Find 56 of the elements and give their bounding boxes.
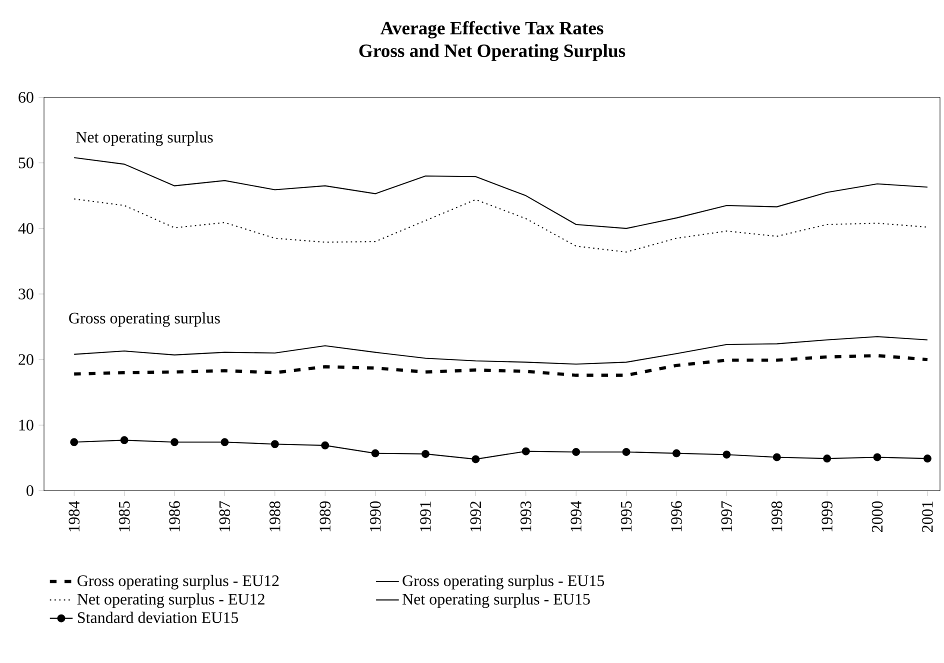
legend-label: Net operating surplus - EU15 bbox=[402, 594, 590, 608]
legend-label: Net operating surplus - EU12 bbox=[77, 594, 264, 608]
x-tick-label: 1986 bbox=[169, 501, 180, 532]
point bbox=[823, 454, 832, 463]
line-series bbox=[74, 157, 928, 230]
x-tick-label: 2000 bbox=[872, 501, 883, 532]
x-tick-label: 1998 bbox=[771, 501, 782, 532]
x-tick-label: 1997 bbox=[721, 501, 732, 532]
y-tick-label: 20 bbox=[18, 354, 34, 366]
x-tick-label: 1988 bbox=[270, 501, 280, 532]
point bbox=[622, 448, 630, 456]
x-tick-label: 1984 bbox=[68, 501, 80, 532]
legend-label: Gross operating surplus - EU15 bbox=[402, 575, 604, 590]
line-series bbox=[74, 198, 928, 253]
x-tick-label: 2001 bbox=[922, 502, 933, 532]
x-tick-label: 1999 bbox=[822, 502, 832, 532]
chart-subtitle: Gross and Net Operating Surplus bbox=[359, 44, 626, 62]
point bbox=[120, 436, 128, 444]
point bbox=[220, 438, 229, 446]
x-tick-label: 1994 bbox=[570, 501, 582, 532]
y-tick-label: 0 bbox=[26, 485, 34, 496]
y-tick-label: 50 bbox=[18, 158, 34, 168]
point bbox=[873, 453, 882, 462]
x-tick-label: 1985 bbox=[118, 501, 130, 532]
legend-label: Standard deviation EU15 bbox=[78, 612, 238, 624]
point bbox=[572, 448, 580, 456]
x-tick-label: 1992 bbox=[470, 502, 482, 532]
annotation: Gross operating surplus bbox=[69, 312, 220, 328]
point bbox=[672, 449, 680, 458]
x-tick-label: 1993 bbox=[520, 501, 532, 532]
y-tick-label: 30 bbox=[18, 288, 34, 300]
point bbox=[472, 455, 480, 464]
annotation: Net operating surplus bbox=[76, 132, 213, 146]
point bbox=[923, 454, 932, 463]
line-series bbox=[72, 354, 930, 378]
x-tick-label: 1990 bbox=[370, 501, 381, 532]
x-tick-label: 1995 bbox=[620, 501, 632, 532]
point bbox=[270, 440, 279, 448]
point bbox=[170, 438, 179, 446]
point bbox=[422, 450, 430, 458]
point bbox=[722, 450, 731, 459]
x-tick-label: 1996 bbox=[671, 501, 682, 532]
x-tick-label: 1987 bbox=[219, 501, 230, 532]
point bbox=[371, 449, 380, 458]
point bbox=[70, 438, 78, 446]
point bbox=[321, 442, 330, 450]
chart-title: Average Effective Tax Rates bbox=[380, 21, 604, 39]
legend-label: Gross operating surplus - EU12 bbox=[78, 575, 279, 590]
point bbox=[772, 453, 781, 462]
y-tick-label: 60 bbox=[18, 92, 34, 103]
y-tick-label: 10 bbox=[19, 420, 34, 431]
line-series bbox=[74, 336, 928, 365]
y-tick-label: 40 bbox=[18, 223, 34, 234]
x-tick-label: 1989 bbox=[320, 502, 330, 532]
x-tick-label: 1991 bbox=[420, 502, 431, 532]
point bbox=[522, 447, 530, 456]
